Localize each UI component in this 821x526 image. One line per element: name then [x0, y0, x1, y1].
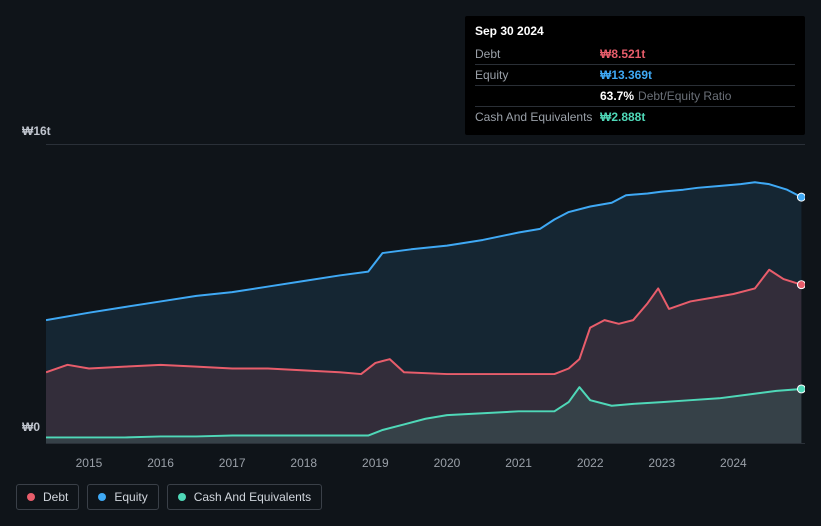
tooltip-row-label: Debt [475, 47, 600, 61]
tooltip-row-label [475, 89, 600, 103]
tooltip-row-value: ₩8.521t [600, 47, 645, 61]
series-marker [797, 281, 805, 289]
x-tick: 2019 [362, 456, 389, 470]
legend: Debt Equity Cash And Equivalents [16, 484, 322, 510]
legend-item[interactable]: Cash And Equivalents [167, 484, 322, 510]
tooltip-row-extra: Debt/Equity Ratio [638, 89, 731, 103]
series-marker [797, 193, 805, 201]
x-tick: 2016 [147, 456, 174, 470]
legend-dot-icon [27, 493, 35, 501]
tooltip-date: Sep 30 2024 [475, 24, 795, 38]
y-axis-max: ₩16t [22, 124, 51, 138]
x-tick: 2018 [290, 456, 317, 470]
legend-label: Equity [114, 490, 147, 504]
chart-tooltip: Sep 30 2024 Debt₩8.521tEquity₩13.369t63.… [465, 16, 805, 135]
tooltip-row: Debt₩8.521t [475, 44, 795, 64]
legend-item[interactable]: Equity [87, 484, 158, 510]
x-tick: 2017 [219, 456, 246, 470]
y-axis-min: ₩0 [22, 420, 40, 434]
chart-svg [46, 145, 805, 443]
legend-label: Debt [43, 490, 68, 504]
series-marker [797, 385, 805, 393]
x-axis: 2015 2016 2017 2018 2019 2020 2021 2022 2023 2024 [46, 450, 805, 470]
tooltip-row: Cash And Equivalents₩2.888t [475, 106, 795, 127]
x-tick: 2020 [434, 456, 461, 470]
x-tick: 2023 [648, 456, 675, 470]
legend-item[interactable]: Debt [16, 484, 79, 510]
chart-plot[interactable] [46, 144, 805, 444]
tooltip-row-value: ₩2.888t [600, 110, 645, 124]
x-tick: 2022 [577, 456, 604, 470]
legend-label: Cash And Equivalents [194, 490, 311, 504]
tooltip-row-value: ₩13.369t [600, 68, 652, 82]
tooltip-row-label: Equity [475, 68, 600, 82]
tooltip-row: Equity₩13.369t [475, 64, 795, 85]
tooltip-row: 63.7% Debt/Equity Ratio [475, 85, 795, 106]
legend-dot-icon [98, 493, 106, 501]
tooltip-row-value: 63.7% [600, 89, 634, 103]
x-tick: 2024 [720, 456, 747, 470]
x-tick: 2021 [505, 456, 532, 470]
x-tick: 2015 [76, 456, 103, 470]
tooltip-row-label: Cash And Equivalents [475, 110, 600, 124]
legend-dot-icon [178, 493, 186, 501]
